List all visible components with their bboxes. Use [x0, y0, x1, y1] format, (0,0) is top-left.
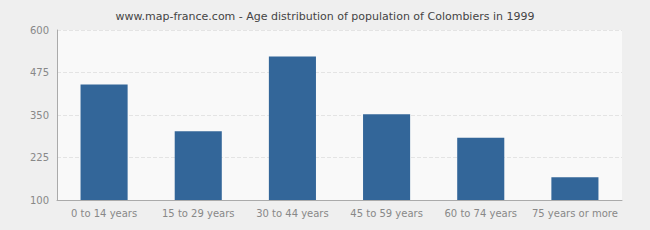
- svg-text:100: 100: [30, 195, 49, 206]
- svg-text:475: 475: [30, 67, 49, 78]
- svg-text:225: 225: [30, 152, 49, 163]
- svg-text:www.map-france.com - Age distr: www.map-france.com - Age distribution of…: [116, 10, 535, 23]
- svg-text:30 to 44 years: 30 to 44 years: [256, 208, 329, 219]
- svg-text:75 years or more: 75 years or more: [532, 208, 618, 219]
- svg-text:60 to 74 years: 60 to 74 years: [444, 208, 517, 219]
- svg-text:15 to 29 years: 15 to 29 years: [162, 208, 235, 219]
- svg-text:45 to 59 years: 45 to 59 years: [350, 208, 423, 219]
- svg-text:600: 600: [30, 25, 49, 36]
- svg-text:350: 350: [30, 110, 49, 121]
- svg-text:0 to 14 years: 0 to 14 years: [71, 208, 137, 219]
